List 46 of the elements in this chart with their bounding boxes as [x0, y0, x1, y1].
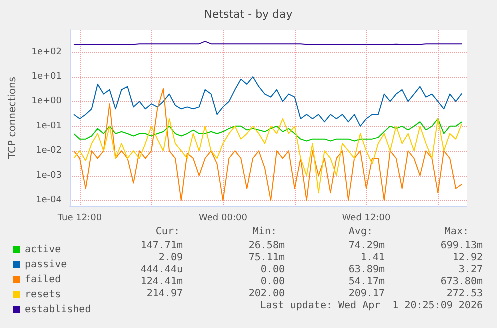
y-tick-label: 1e+01 [32, 72, 62, 82]
text: 3.27 [458, 264, 483, 276]
text: 444.44u [140, 264, 183, 276]
text: 26.58m [248, 240, 285, 252]
line-series [73, 118, 463, 142]
legend-label: resets [25, 290, 62, 300]
text: 673.80m [440, 276, 483, 288]
text: 54.17m [348, 276, 385, 288]
text: 699.13m [440, 240, 483, 252]
x-tick-label: Wed 12:00 [342, 214, 391, 224]
text: Min: [252, 226, 277, 238]
y-tick-label: 1e-02 [36, 146, 62, 156]
text: 272.53 [446, 288, 483, 300]
text: 214.97 [146, 288, 183, 300]
text: 0.00 [260, 264, 285, 276]
legend-label: established [25, 304, 92, 316]
y-tick-label: 1e-01 [36, 121, 62, 132]
legend-label: passive [25, 260, 68, 270]
text: 63.89m [348, 264, 385, 276]
text: Max: [444, 226, 469, 238]
text: 75.11m [248, 252, 285, 264]
line-series [73, 88, 463, 202]
y-tick-label: 1e+02 [32, 47, 62, 58]
text: 202.00 [248, 288, 285, 300]
line-series [73, 76, 463, 127]
legend-label: failed [25, 274, 62, 286]
y-tick-label: 1e-04 [36, 196, 62, 206]
text: 2.09 [158, 252, 183, 264]
x-tick-label: Tue 12:00 [56, 214, 102, 224]
text: 0.00 [260, 276, 285, 288]
x-tick-label: Wed 00:00 [199, 214, 248, 224]
text: 209.17 [348, 288, 385, 300]
text: 124.41m [140, 276, 183, 288]
legend-label: active [25, 244, 62, 256]
text: 12.92 [452, 252, 483, 264]
line-series [73, 118, 463, 194]
text: Last update: Wed Apr 1 20:25:09 2026 [260, 300, 483, 312]
chart-title: Netstat - by day [204, 8, 294, 21]
text: Avg: [348, 226, 373, 238]
text: Cur: [156, 226, 180, 238]
y-tick-label: 1e+00 [32, 96, 62, 107]
text: 1.41 [360, 252, 385, 264]
text: 147.71m [140, 240, 183, 252]
text: 74.29m [348, 240, 385, 252]
y-axis-title: TCP connections [8, 76, 18, 160]
y-tick-label: 1e-03 [36, 170, 62, 181]
